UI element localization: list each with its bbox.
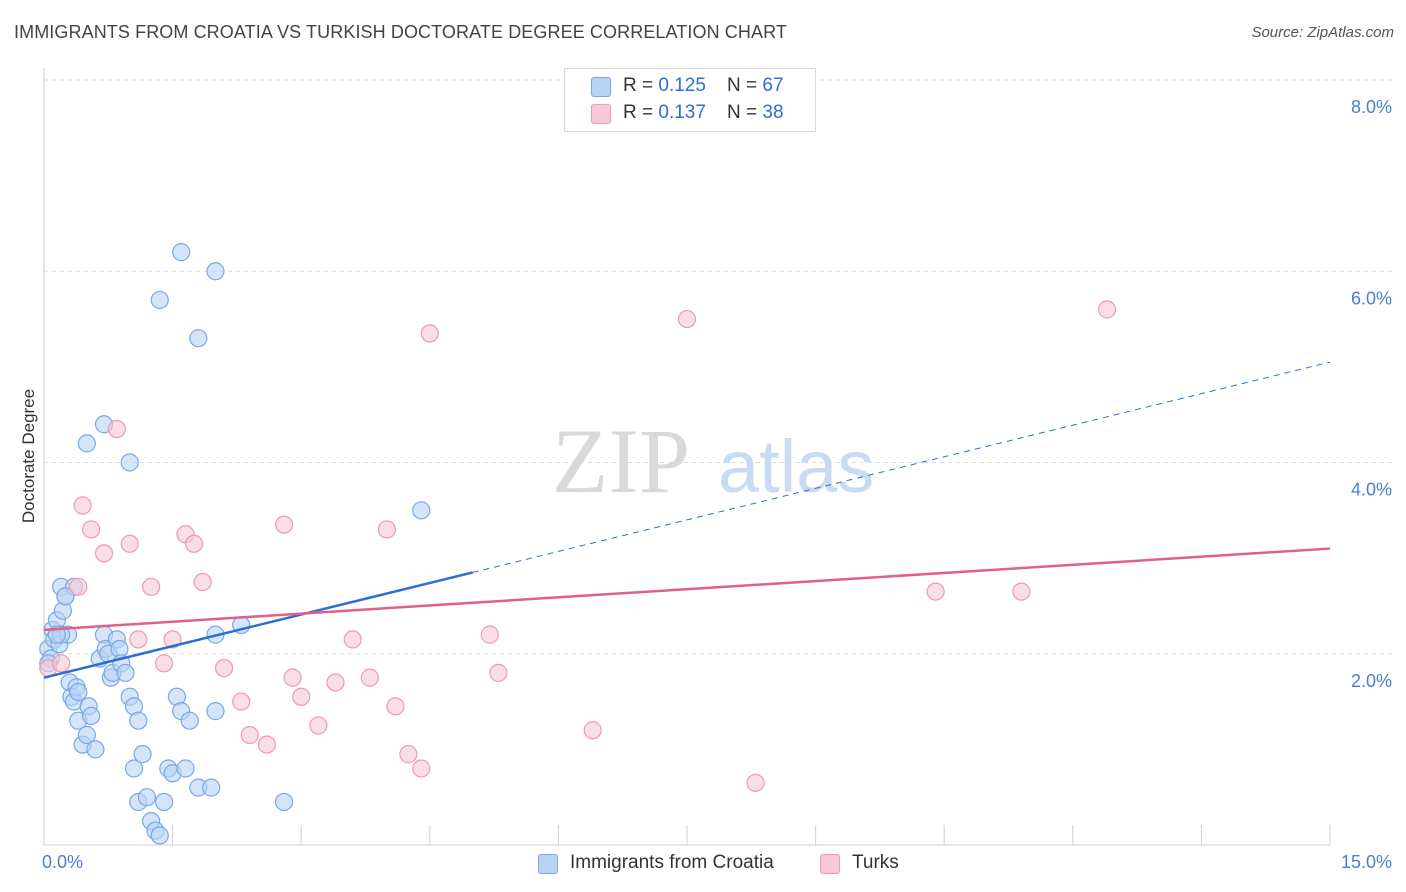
- turks-point: [412, 759, 431, 778]
- grid-lines: [44, 79, 1392, 655]
- croatia-point: [129, 711, 148, 730]
- croatia-point: [202, 778, 221, 797]
- legend-n-label: N =: [727, 102, 763, 123]
- bottom-legend-swatch-blue: [538, 854, 558, 874]
- croatia-point: [133, 745, 152, 764]
- legend-n-value: 67: [762, 75, 784, 96]
- y-axis-label: Doctorate Degree: [19, 389, 38, 523]
- turks-point: [82, 520, 101, 539]
- legend: R = 0.125 N = 67 R = 0.137 N = 38: [564, 68, 816, 132]
- turks-point: [480, 625, 499, 644]
- croatia-point: [412, 501, 431, 520]
- turks-point: [214, 658, 234, 678]
- y-tick-label: 2.0%: [1351, 671, 1392, 691]
- x-tick-min: 0.0%: [42, 852, 84, 872]
- turks-point: [360, 668, 379, 687]
- croatia-trend-line: [43, 571, 473, 679]
- turks-point: [232, 692, 251, 711]
- legend-swatch-blue: [591, 77, 611, 97]
- croatia-point: [189, 329, 208, 348]
- turks-point: [489, 663, 508, 682]
- croatia-point: [69, 682, 88, 702]
- turks-point: [274, 515, 294, 534]
- turks-point: [746, 773, 765, 792]
- turks-point: [163, 630, 182, 649]
- turks-point: [283, 668, 302, 687]
- croatia-point: [116, 663, 135, 682]
- trend-lines: [43, 361, 1331, 679]
- turks-point: [326, 673, 345, 692]
- croatia-point: [137, 788, 156, 807]
- croatia-point: [120, 453, 139, 472]
- croatia-point: [172, 243, 191, 262]
- turks-point: [107, 419, 126, 439]
- turks-point: [1097, 300, 1117, 319]
- croatia-point: [206, 262, 225, 281]
- croatia-point: [150, 290, 169, 310]
- turks-point: [73, 496, 92, 515]
- turks-point: [677, 309, 697, 329]
- turks-point: [240, 725, 259, 745]
- croatia-point: [82, 706, 101, 726]
- croatia-point: [77, 725, 96, 745]
- turks-point: [52, 654, 71, 673]
- tick-labels: 2.0% 4.0% 6.0% 8.0%: [1351, 97, 1392, 691]
- croatia-point: [180, 711, 199, 730]
- turks-point: [193, 572, 212, 592]
- turks-point: [184, 534, 204, 553]
- croatia-trend-extension: [472, 361, 1331, 573]
- bottom-legend-label: Immigrants from Croatia: [570, 852, 774, 873]
- bottom-legend-label: Turks: [852, 852, 899, 873]
- watermark-zip: ZIP: [552, 410, 690, 512]
- turks-point: [94, 544, 114, 563]
- croatia-point: [77, 434, 96, 453]
- turks-point: [69, 577, 88, 596]
- turks-point: [120, 534, 139, 553]
- turks-point: [129, 630, 148, 649]
- legend-n-value: 38: [762, 102, 784, 123]
- legend-swatch-pink: [591, 104, 611, 124]
- croatia-point: [206, 702, 225, 721]
- croatia-point: [56, 587, 75, 606]
- croatia-point: [86, 740, 105, 759]
- data-points: [39, 243, 1117, 845]
- turks-point: [583, 721, 602, 740]
- legend-r-label: R =: [623, 102, 659, 123]
- axes: [43, 68, 1331, 846]
- croatia-point: [154, 792, 174, 812]
- turks-point: [292, 687, 311, 706]
- legend-n-label: N =: [727, 75, 763, 96]
- watermark-atlas: atlas: [718, 425, 874, 508]
- croatia-point: [176, 759, 195, 778]
- turks-point: [343, 630, 362, 649]
- croatia-point: [124, 759, 144, 778]
- turks-point: [386, 697, 405, 716]
- chart-title: IMMIGRANTS FROM CROATIA VS TURKISH DOCTO…: [14, 22, 787, 42]
- turks-point: [1012, 582, 1031, 601]
- turks-point: [420, 324, 439, 343]
- turks-point: [399, 745, 418, 764]
- turks-trend-line: [43, 547, 1331, 632]
- legend-r-value: 0.137: [658, 102, 706, 123]
- y-tick-label: 4.0%: [1351, 480, 1392, 500]
- legend-r-value: 0.125: [658, 75, 706, 96]
- turks-point: [154, 654, 174, 673]
- turks-point: [309, 716, 328, 735]
- croatia-point: [150, 826, 169, 845]
- turks-point: [926, 582, 945, 601]
- y-tick-label: 8.0%: [1351, 97, 1392, 117]
- legend-r-label: R =: [623, 75, 659, 96]
- turks-point: [142, 577, 161, 596]
- x-tick-max: 15.0%: [1340, 852, 1392, 872]
- bottom-legend-swatch-pink: [820, 854, 840, 874]
- turks-point: [257, 735, 277, 754]
- y-tick-label: 6.0%: [1351, 288, 1392, 308]
- source-label: Source: ZipAtlas.com: [1251, 24, 1394, 41]
- turks-point: [377, 520, 397, 539]
- croatia-point: [274, 792, 294, 812]
